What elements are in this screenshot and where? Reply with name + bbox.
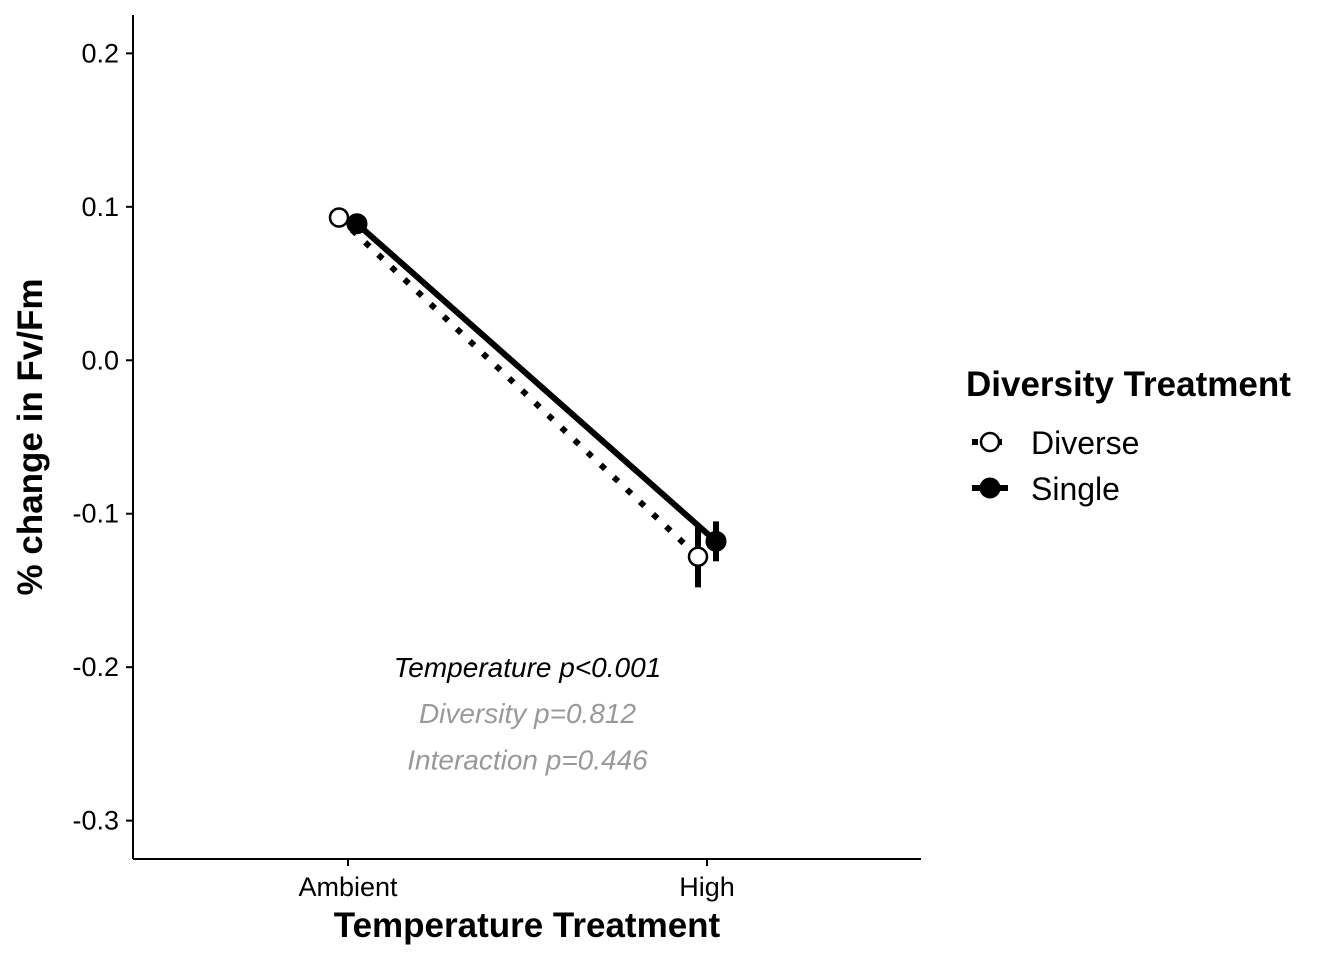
y-tick-label: 0.0 xyxy=(81,345,119,375)
x-axis-ticks: Ambient High xyxy=(298,859,735,902)
legend-item-single: Single xyxy=(972,471,1120,507)
legend-title: Diversity Treatment xyxy=(966,365,1291,404)
y-axis-title: % change in Fv/Fm xyxy=(11,279,50,596)
x-tick-label: Ambient xyxy=(298,872,398,902)
y-tick-label: -0.2 xyxy=(72,652,119,682)
legend: Diversity Treatment Diverse Single xyxy=(966,365,1291,507)
annotation-1: Temperature p<0.001 xyxy=(394,652,662,683)
legend-key-single-marker xyxy=(979,477,1001,499)
annotation-2: Diversity p=0.812 xyxy=(419,698,637,729)
annotation-layer: Temperature p<0.001 Diversity p=0.812 Inte… xyxy=(394,652,662,775)
y-axis-ticks: 0.2 0.1 0.0 -0.1 -0.2 -0.3 xyxy=(72,38,133,836)
y-tick-label: 0.1 xyxy=(81,192,119,222)
legend-key-diverse-marker xyxy=(979,431,1001,453)
axes xyxy=(132,15,921,860)
series-line-single xyxy=(355,221,718,544)
x-tick-label: High xyxy=(679,872,735,902)
series-layer xyxy=(328,207,727,588)
legend-label-single: Single xyxy=(1031,471,1120,507)
legend-label-diverse: Diverse xyxy=(1031,425,1139,461)
point-single xyxy=(705,530,727,552)
legend-item-diverse: Diverse xyxy=(972,425,1139,461)
annotation-3: Interaction p=0.446 xyxy=(407,744,648,775)
y-tick-label: -0.3 xyxy=(72,806,119,836)
point-diverse xyxy=(687,546,709,567)
x-axis-title: Temperature Treatment xyxy=(334,906,721,945)
y-tick-label: -0.1 xyxy=(72,499,119,529)
y-tick-label: 0.2 xyxy=(81,38,119,68)
series-line-diverse xyxy=(336,215,701,559)
point-single xyxy=(346,213,368,235)
point-diverse xyxy=(328,207,350,228)
